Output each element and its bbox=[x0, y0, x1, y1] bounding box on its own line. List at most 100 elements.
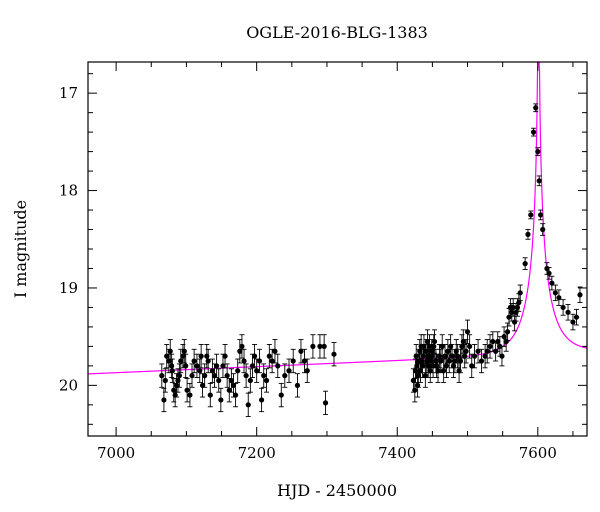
data-marker bbox=[237, 348, 243, 354]
data-marker bbox=[254, 368, 260, 374]
data-marker bbox=[176, 373, 182, 379]
data-marker bbox=[455, 353, 461, 359]
data-marker bbox=[424, 338, 431, 345]
data-point bbox=[261, 363, 267, 388]
data-point bbox=[426, 334, 433, 359]
data-point bbox=[522, 257, 528, 270]
data-marker bbox=[181, 348, 187, 354]
data-marker bbox=[322, 400, 329, 406]
data-point bbox=[269, 348, 275, 374]
data-point bbox=[535, 147, 541, 156]
data-marker bbox=[419, 363, 426, 369]
data-marker bbox=[421, 343, 427, 349]
data-marker bbox=[517, 290, 523, 296]
data-marker bbox=[310, 343, 316, 349]
data-point bbox=[184, 378, 190, 403]
data-marker bbox=[331, 351, 337, 357]
chart-title: OGLE-2016-BLG-1383 bbox=[246, 23, 428, 42]
data-point bbox=[178, 348, 184, 374]
data-point bbox=[205, 348, 211, 374]
data-marker bbox=[422, 373, 428, 379]
data-marker bbox=[528, 212, 534, 218]
data-point bbox=[331, 342, 337, 367]
data-marker bbox=[161, 397, 167, 403]
data-marker bbox=[207, 392, 213, 398]
data-marker bbox=[199, 382, 206, 388]
data-marker bbox=[301, 358, 308, 364]
data-marker bbox=[241, 358, 247, 364]
data-marker bbox=[164, 353, 170, 359]
data-marker bbox=[556, 295, 562, 301]
data-marker bbox=[499, 353, 505, 359]
data-marker bbox=[294, 382, 301, 388]
data-point bbox=[487, 334, 493, 359]
data-point bbox=[471, 343, 478, 369]
data-marker bbox=[222, 353, 228, 359]
data-marker bbox=[169, 368, 175, 374]
data-marker bbox=[216, 377, 222, 384]
data-marker bbox=[522, 261, 528, 267]
data-point bbox=[258, 387, 265, 413]
data-marker bbox=[510, 304, 516, 311]
data-point bbox=[556, 289, 562, 306]
data-marker bbox=[469, 363, 475, 369]
data-marker bbox=[159, 373, 165, 379]
data-point bbox=[198, 343, 204, 369]
data-marker bbox=[286, 368, 292, 374]
data-marker bbox=[533, 105, 539, 111]
model-curve bbox=[87, 61, 588, 375]
y-axis-label: I magnitude bbox=[11, 200, 30, 298]
data-point bbox=[525, 229, 531, 240]
data-point bbox=[435, 358, 441, 383]
data-point bbox=[251, 343, 258, 369]
data-point bbox=[536, 175, 542, 187]
data-marker bbox=[189, 373, 195, 379]
data-marker bbox=[501, 334, 507, 340]
data-marker bbox=[560, 304, 566, 311]
data-point bbox=[429, 339, 435, 364]
data-marker bbox=[258, 397, 265, 403]
data-point bbox=[214, 353, 220, 379]
data-point bbox=[199, 373, 206, 398]
x-tick-label: 7000 bbox=[97, 444, 135, 462]
data-marker bbox=[540, 226, 546, 233]
y-tick-label: 18 bbox=[59, 182, 78, 200]
data-marker bbox=[282, 373, 288, 379]
data-marker bbox=[471, 353, 478, 359]
data-marker bbox=[245, 402, 251, 408]
data-marker bbox=[464, 329, 471, 335]
data-point bbox=[183, 353, 189, 379]
axis-ticks: 7000 7200 7400 7600 17 18 19 20 bbox=[59, 62, 587, 462]
data-point bbox=[237, 339, 243, 364]
y-tick-label: 20 bbox=[59, 376, 78, 394]
data-marker bbox=[504, 329, 511, 335]
data-point bbox=[218, 387, 224, 413]
data-point bbox=[224, 363, 230, 388]
data-marker bbox=[570, 319, 576, 325]
data-marker bbox=[232, 392, 239, 398]
data-point bbox=[517, 284, 523, 302]
data-marker bbox=[167, 348, 173, 354]
x-tick-label: 7600 bbox=[519, 444, 557, 462]
x-tick-label: 7200 bbox=[238, 444, 276, 462]
data-point bbox=[189, 363, 195, 388]
x-tick-label: 7400 bbox=[378, 444, 416, 462]
data-point bbox=[475, 339, 481, 364]
data-point bbox=[159, 363, 165, 388]
data-point bbox=[226, 378, 232, 403]
data-marker bbox=[256, 358, 263, 364]
data-point bbox=[294, 373, 301, 398]
data-point bbox=[321, 334, 327, 359]
data-marker bbox=[484, 348, 490, 354]
data-marker bbox=[162, 377, 168, 384]
data-point bbox=[565, 304, 571, 321]
data-marker bbox=[304, 368, 310, 374]
data-marker bbox=[178, 358, 184, 364]
data-marker bbox=[261, 373, 267, 379]
data-marker bbox=[467, 343, 473, 349]
data-marker bbox=[438, 358, 444, 364]
data-marker bbox=[525, 231, 531, 237]
data-marker bbox=[487, 343, 493, 349]
data-point bbox=[228, 368, 234, 393]
data-marker bbox=[228, 377, 234, 384]
